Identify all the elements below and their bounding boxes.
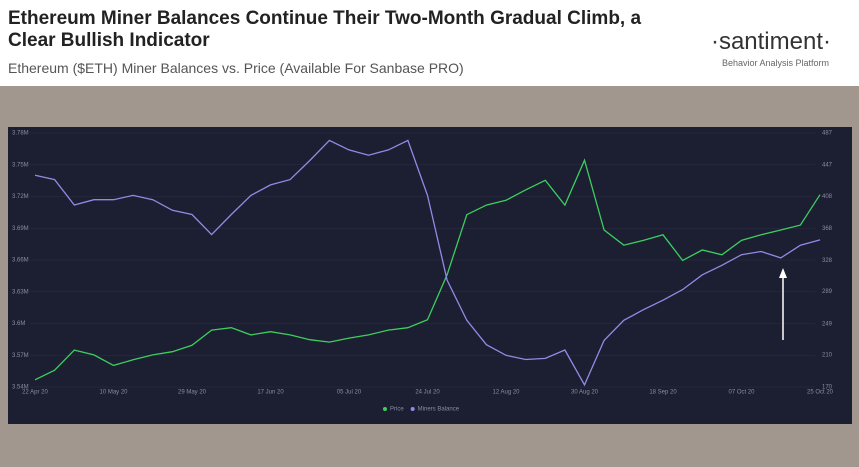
- x-tick-label: 29 May 20: [178, 390, 207, 396]
- y2-tick-label: 170: [822, 385, 833, 391]
- y-tick-label: 3.54M: [12, 385, 29, 391]
- y2-tick-label: 328: [822, 258, 833, 264]
- y2-tick-label: 487: [822, 131, 833, 137]
- x-tick-label: 05 Jul 20: [337, 390, 362, 396]
- y-tick-label: 3.72M: [12, 194, 29, 200]
- y-tick-label: 3.75M: [12, 162, 29, 168]
- y2-tick-label: 249: [822, 321, 833, 327]
- subtitle: Ethereum ($ETH) Miner Balances vs. Price…: [8, 60, 464, 76]
- tagline: Behavior Analysis Platform: [721, 58, 829, 68]
- series-line: [34, 139, 821, 387]
- x-tick-label: 10 May 20: [99, 390, 128, 396]
- y-tick-label: 3.69M: [12, 226, 29, 232]
- title: Ethereum Miner Balances Continue Their T…: [8, 8, 642, 51]
- x-tick-label: 22 Apr 20: [22, 390, 48, 396]
- x-tick-label: 17 Jun 20: [257, 390, 284, 396]
- y2-tick-label: 408: [822, 194, 833, 200]
- annotation-arrowhead: [779, 268, 787, 278]
- legend-marker: [383, 407, 387, 411]
- legend-label: Price: [390, 407, 404, 413]
- y-tick-label: 3.66M: [12, 258, 29, 264]
- y-tick-label: 3.63M: [12, 289, 29, 295]
- brand: ·santiment·: [710, 28, 831, 55]
- y-tick-label: 3.57M: [12, 353, 29, 359]
- y-tick-label: 3.78M: [12, 131, 29, 137]
- legend-label: Miners Balance: [418, 407, 460, 413]
- y2-tick-label: 210: [822, 353, 833, 359]
- x-tick-label: 30 Aug 20: [571, 390, 599, 396]
- chart-panel: [8, 127, 852, 424]
- x-tick-label: 25 Oct 20: [807, 390, 834, 396]
- legend-marker: [410, 407, 415, 411]
- y2-tick-label: 289: [822, 289, 833, 295]
- y-tick-label: 3.6M: [12, 321, 25, 327]
- x-tick-label: 12 Aug 20: [492, 390, 520, 396]
- series-line: [34, 158, 821, 381]
- x-tick-label: 24 Jul 20: [415, 390, 440, 396]
- y2-tick-label: 447: [822, 163, 833, 169]
- x-tick-label: 18 Sep 20: [649, 390, 677, 396]
- y2-tick-label: 368: [822, 226, 833, 232]
- x-tick-label: 07 Oct 20: [728, 390, 755, 396]
